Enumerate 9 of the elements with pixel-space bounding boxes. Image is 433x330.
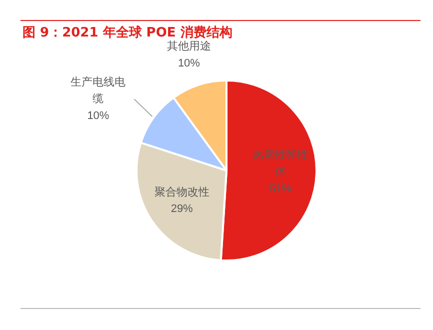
chart-title: 图 9：2021 年全球 POE 消费结构 [22, 24, 232, 40]
slice-label: 其他用途 [166, 40, 211, 53]
data-label: 51% [269, 182, 292, 195]
data-label: 10% [178, 57, 200, 70]
slice-label: 热塑性弹性体 [252, 148, 308, 178]
data-label: 10% [87, 110, 110, 122]
data-label: 29% [170, 203, 194, 216]
slice-label: 聚合物改性 [154, 185, 210, 198]
slice-label: 生产电线电缆 [70, 75, 126, 106]
